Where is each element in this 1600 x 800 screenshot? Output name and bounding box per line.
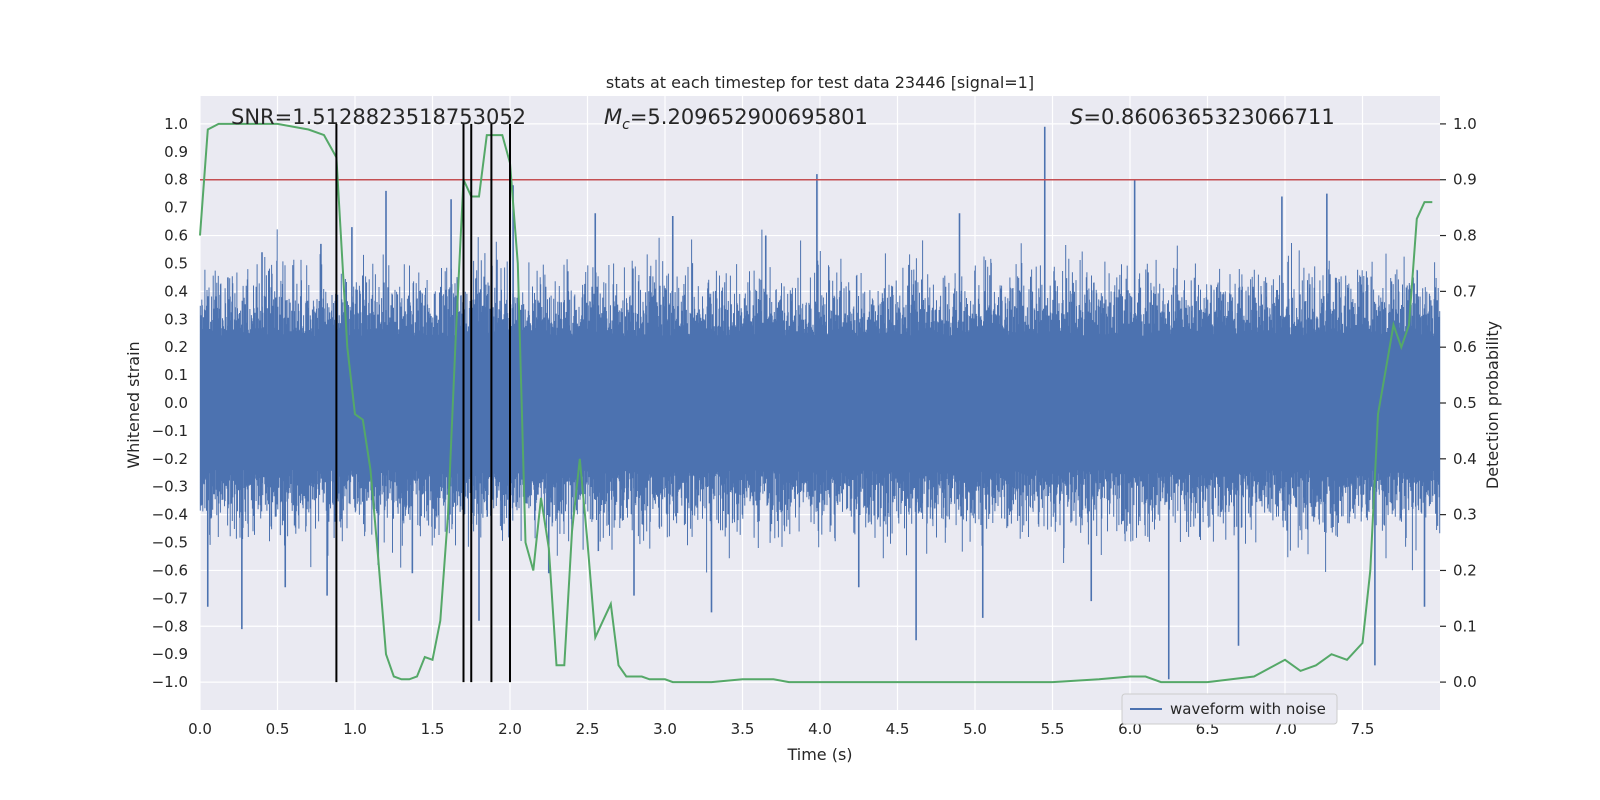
y-left-axis-ticks: 1.0 0.9 0.8 0.7 0.6 0.5 0.4 0.3 0.2 0.1 0.0 −0.1 −0.… <box>152 115 188 691</box>
y-right-axis-ticks: 1.0 0.9 0.8 0.7 0.6 0.5 0.4 0.3 0.2 0.1 0.0 <box>1440 115 1477 691</box>
x-tick-label: 4.0 <box>808 720 832 738</box>
y-left-tick-label: 0.5 <box>164 254 188 272</box>
y-left-tick-label: 0.4 <box>164 282 188 300</box>
chirp-mass-annotation: Mc=5.209652900695801 <box>604 105 868 133</box>
y-right-tick-label: 0.1 <box>1453 617 1477 635</box>
y-right-tick-label: 0.8 <box>1453 227 1477 245</box>
legend-box <box>1121 693 1338 725</box>
legend-label: waveform with noise <box>1170 700 1326 718</box>
x-tick-label: 3.0 <box>653 720 677 738</box>
x-tick-label: 5.0 <box>963 720 987 738</box>
waveform-spikes <box>206 126 1426 680</box>
y-right-tick-label: 0.7 <box>1453 282 1477 300</box>
x-tick-label: 2.5 <box>576 720 600 738</box>
waveform-band <box>199 229 1441 573</box>
y-left-tick-label: −0.6 <box>152 561 188 579</box>
y-right-tick-label: 0.6 <box>1453 338 1477 356</box>
y-left-tick-label: 0.9 <box>164 143 188 161</box>
y-left-tick-label: −0.1 <box>152 422 188 440</box>
x-tick-label: 0.5 <box>266 720 290 738</box>
score-symbol: S <box>1070 105 1083 129</box>
y-left-tick-label: 0.0 <box>164 394 188 412</box>
waveform-series <box>199 229 1441 573</box>
y-left-tick-label: −0.4 <box>152 506 188 524</box>
x-tick-label: 2.0 <box>498 720 522 738</box>
y-left-tick-label: 0.2 <box>164 338 188 356</box>
y-left-tick-label: −0.2 <box>152 450 188 468</box>
y-right-tick-label: 1.0 <box>1453 115 1477 133</box>
y-left-tick-label: −0.9 <box>152 645 188 663</box>
y-left-tick-label: 0.3 <box>164 310 188 328</box>
chirp-mass-value: =5.209652900695801 <box>630 105 868 129</box>
y-left-tick-label: −0.5 <box>152 534 188 552</box>
x-tick-label: 3.5 <box>731 720 755 738</box>
detection-probability-series <box>199 122 1433 684</box>
x-tick-label: 5.5 <box>1041 720 1065 738</box>
y-right-tick-label: 0.3 <box>1453 506 1477 524</box>
y-right-axis-label: Detection probability <box>1483 321 1502 489</box>
y-left-tick-label: 0.1 <box>164 366 188 384</box>
y-right-tick-label: 0.5 <box>1453 394 1477 412</box>
y-right-tick-label: 0.0 <box>1453 673 1477 691</box>
x-axis-label: Time (s) <box>786 745 852 764</box>
y-left-tick-label: 0.8 <box>164 171 188 189</box>
score-annotation: S=0.8606365323066711 <box>1070 105 1335 129</box>
y-left-tick-label: −0.3 <box>152 478 188 496</box>
vertical-markers <box>335 123 511 683</box>
x-tick-label: 1.0 <box>343 720 367 738</box>
x-tick-label: 1.5 <box>421 720 445 738</box>
detection-probability-line <box>199 122 1433 684</box>
chart-title: stats at each timestep for test data 234… <box>606 73 1034 92</box>
y-left-axis-label: Whitened strain <box>124 341 143 468</box>
y-right-tick-label: 0.4 <box>1453 450 1477 468</box>
x-tick-label: 4.5 <box>886 720 910 738</box>
x-tick-label: 7.5 <box>1351 720 1375 738</box>
snr-annotation: SNR=1.5128823518753052 <box>231 105 526 129</box>
y-left-tick-label: 0.7 <box>164 199 188 217</box>
legend: waveform with noise <box>1121 693 1338 725</box>
score-value: =0.8606365323066711 <box>1083 105 1334 129</box>
chirp-mass-symbol: M <box>604 105 622 129</box>
y-left-tick-label: 1.0 <box>164 115 188 133</box>
y-left-tick-label: −1.0 <box>152 673 188 691</box>
y-right-tick-label: 0.2 <box>1453 561 1477 579</box>
x-tick-label: 0.0 <box>188 720 212 738</box>
y-left-tick-label: −0.8 <box>152 617 188 635</box>
y-left-tick-label: −0.7 <box>152 589 188 607</box>
y-right-tick-label: 0.9 <box>1453 171 1477 189</box>
chirp-mass-subscript: c <box>622 117 630 133</box>
y-left-tick-label: 0.6 <box>164 227 188 245</box>
